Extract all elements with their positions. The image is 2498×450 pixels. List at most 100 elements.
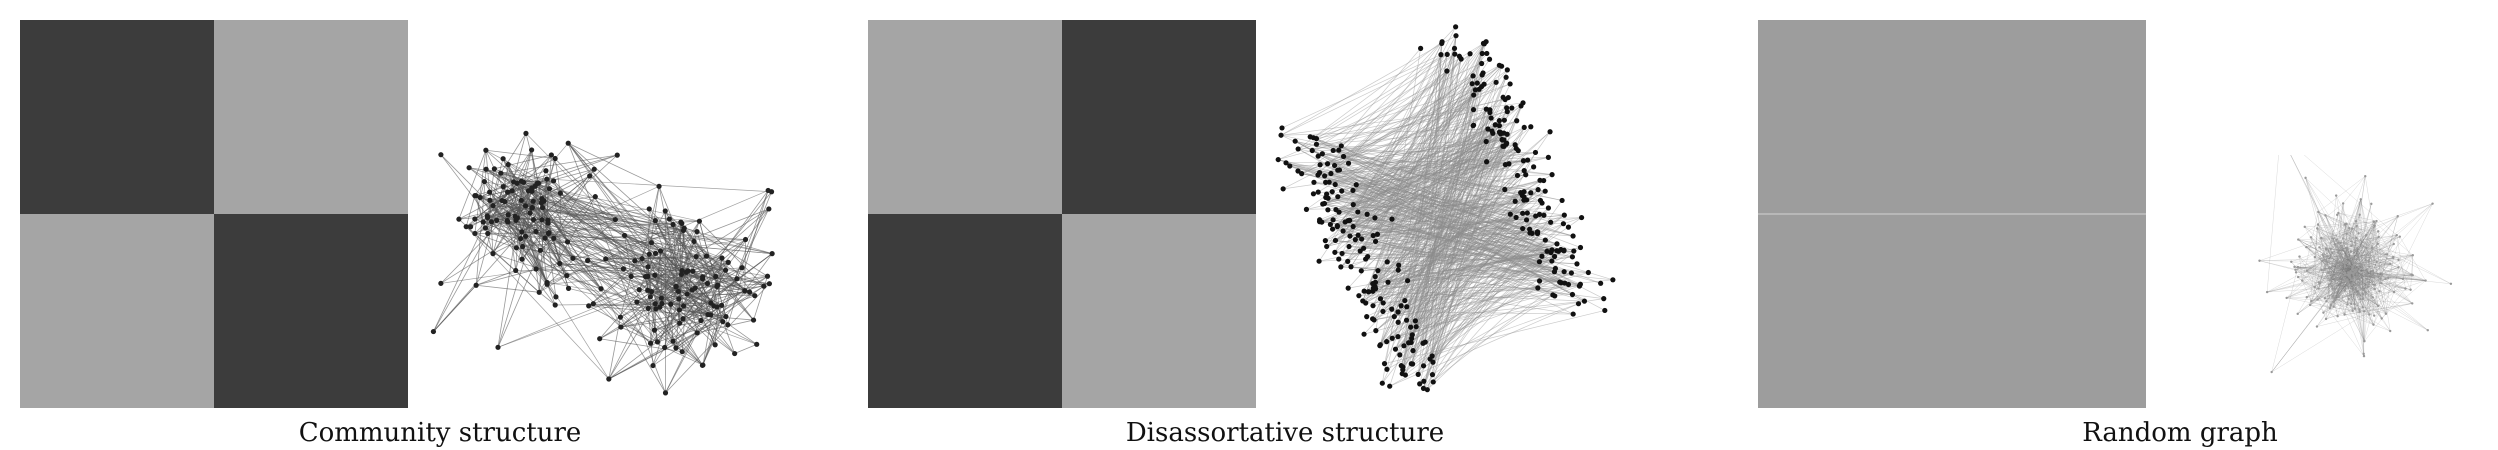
- graph-node: [642, 273, 649, 280]
- graph-edge: [1339, 200, 1516, 213]
- graph-node: [1316, 258, 1322, 264]
- graph-edge: [608, 303, 656, 380]
- graph-edge: [2336, 239, 2354, 268]
- graph-edge: [1352, 109, 1491, 191]
- graph-edge: [1423, 146, 1505, 389]
- graph-edge: [1325, 107, 1507, 183]
- graph-edge: [1374, 166, 1534, 277]
- graph-edge: [2374, 277, 2406, 289]
- graph-edge: [1382, 311, 1574, 315]
- graph-node: [632, 258, 638, 264]
- graph-edge: [2267, 288, 2319, 293]
- graph-edge: [1412, 53, 1471, 365]
- graph-node: [2305, 245, 2308, 249]
- graph-edge: [1425, 223, 1564, 343]
- graph-edge: [1335, 196, 1524, 210]
- graph-edge: [2348, 298, 2365, 342]
- graph-edge: [1382, 170, 1525, 312]
- graph-edge: [1337, 58, 1462, 227]
- graph-node: [1372, 274, 1378, 280]
- graph-edge: [2393, 267, 2399, 293]
- graph-edge: [2317, 228, 2394, 258]
- graph-node: [713, 273, 719, 280]
- graph-node: [1408, 324, 1414, 330]
- graph-edge: [2314, 260, 2323, 288]
- graph-node: [620, 266, 627, 272]
- graph-edge: [2332, 265, 2349, 273]
- graph-node: [2353, 307, 2357, 310]
- graph-node: [678, 219, 684, 225]
- graph-edge: [2340, 242, 2342, 265]
- graph-edge: [2349, 228, 2364, 300]
- graph-node: [1537, 197, 1544, 204]
- graph-edge: [2345, 272, 2411, 290]
- graph-node: [2343, 271, 2347, 275]
- graph-node: [1474, 80, 1480, 86]
- graph-node: [2397, 258, 2400, 262]
- graph-edge: [517, 182, 745, 292]
- graph-edge: [2334, 291, 2380, 299]
- graph-node: [1309, 147, 1315, 154]
- graph-edge: [1367, 213, 1580, 287]
- graph-node: [1520, 100, 1526, 106]
- graph-edge: [1325, 97, 1504, 241]
- graph-edge: [2351, 245, 2413, 276]
- graph-node: [761, 283, 767, 289]
- graph-edge: [2309, 257, 2355, 306]
- graph-node: [2352, 273, 2355, 277]
- graph-edge: [2359, 214, 2365, 342]
- graph-edge: [672, 314, 711, 342]
- graph-edge: [1423, 195, 1523, 382]
- graph-edge: [1363, 247, 1559, 252]
- graph-node: [2331, 251, 2334, 255]
- graph-node: [1384, 366, 1390, 372]
- graph-node: [2356, 291, 2360, 295]
- graph-node: [708, 300, 714, 306]
- graph-edge: [2329, 203, 2344, 309]
- graph-node: [1412, 318, 1418, 324]
- graph-edge: [2365, 259, 2368, 280]
- graph-edge: [1432, 139, 1503, 363]
- graph-edge: [2311, 274, 2357, 302]
- graph-edge: [1337, 169, 1573, 295]
- graph-node: [1560, 221, 1567, 227]
- graph-edge: [1338, 26, 1456, 151]
- graph-edge: [652, 316, 727, 366]
- graph-edge: [1387, 221, 1551, 283]
- graph-node: [1523, 217, 1530, 223]
- graph-edge: [1361, 250, 1574, 272]
- graph-edge: [2325, 248, 2353, 284]
- graph-node: [1328, 170, 1334, 177]
- graph-edge: [2297, 277, 2351, 315]
- graph-edge: [1295, 140, 1585, 302]
- graph-node: [1479, 60, 1485, 67]
- graph-node: [1389, 306, 1395, 312]
- graph-edge: [2267, 270, 2373, 293]
- graph-edge: [1427, 268, 1556, 390]
- graph-node: [1444, 68, 1450, 74]
- graph-edge: [1317, 160, 1524, 176]
- block-matrix-disassortative: [868, 20, 1256, 408]
- graph-node: [1313, 141, 1320, 147]
- graph-node: [766, 281, 772, 287]
- graph-node: [693, 254, 699, 260]
- graph-edge: [1326, 83, 1473, 195]
- graph-node: [538, 200, 544, 206]
- graph-edge: [2333, 274, 2383, 307]
- graph-edge: [2332, 280, 2345, 289]
- graph-edge: [433, 231, 523, 332]
- graph-edge: [1429, 252, 1552, 360]
- graph-edge: [2321, 237, 2391, 265]
- graph-node: [2392, 242, 2395, 246]
- graph-edge: [1334, 83, 1485, 166]
- graph-edge: [727, 190, 769, 325]
- graph-node: [754, 341, 760, 347]
- graph-edge: [2332, 221, 2357, 254]
- graph-edge: [2322, 254, 2355, 273]
- graph-node: [1439, 39, 1445, 45]
- graph-edge: [1334, 43, 1443, 253]
- graph-edge: [1333, 150, 1553, 251]
- graph-edge: [1375, 54, 1448, 242]
- graph-edge: [1341, 26, 1456, 254]
- graph-edge: [2332, 288, 2338, 317]
